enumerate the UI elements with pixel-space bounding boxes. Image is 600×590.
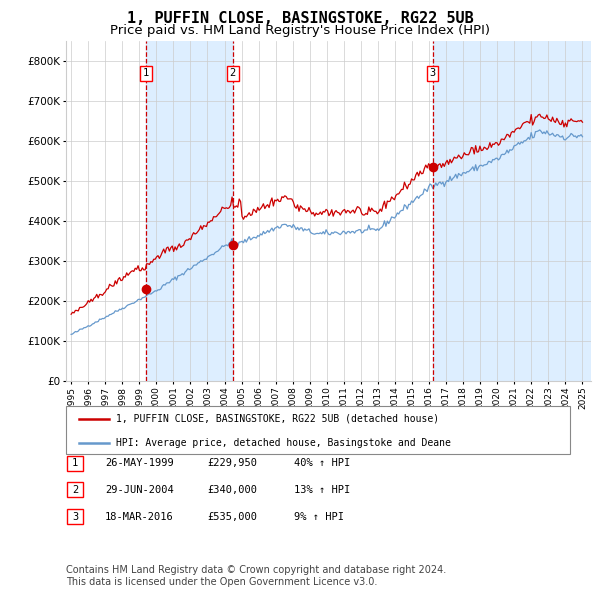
Text: 29-JUN-2004: 29-JUN-2004 <box>105 485 174 494</box>
Text: 18-MAR-2016: 18-MAR-2016 <box>105 512 174 522</box>
Text: 2: 2 <box>230 68 236 78</box>
Text: 3: 3 <box>72 512 78 522</box>
Text: HPI: Average price, detached house, Basingstoke and Deane: HPI: Average price, detached house, Basi… <box>116 438 451 448</box>
Text: £340,000: £340,000 <box>207 485 257 494</box>
FancyBboxPatch shape <box>67 509 83 525</box>
Text: Contains HM Land Registry data © Crown copyright and database right 2024.
This d: Contains HM Land Registry data © Crown c… <box>66 565 446 587</box>
Text: £535,000: £535,000 <box>207 512 257 522</box>
Text: 1, PUFFIN CLOSE, BASINGSTOKE, RG22 5UB (detached house): 1, PUFFIN CLOSE, BASINGSTOKE, RG22 5UB (… <box>116 414 440 424</box>
Bar <box>146 41 233 381</box>
Text: £229,950: £229,950 <box>207 458 257 468</box>
Text: 2: 2 <box>72 485 78 494</box>
FancyBboxPatch shape <box>67 455 83 471</box>
FancyBboxPatch shape <box>67 482 83 497</box>
Text: 13% ↑ HPI: 13% ↑ HPI <box>294 485 350 494</box>
FancyBboxPatch shape <box>66 406 570 454</box>
Bar <box>433 41 591 381</box>
Text: 9% ↑ HPI: 9% ↑ HPI <box>294 512 344 522</box>
Text: 3: 3 <box>430 68 436 78</box>
Text: 1: 1 <box>72 458 78 468</box>
Text: Price paid vs. HM Land Registry's House Price Index (HPI): Price paid vs. HM Land Registry's House … <box>110 24 490 37</box>
Text: 1: 1 <box>143 68 149 78</box>
Text: 26-MAY-1999: 26-MAY-1999 <box>105 458 174 468</box>
Text: 1, PUFFIN CLOSE, BASINGSTOKE, RG22 5UB: 1, PUFFIN CLOSE, BASINGSTOKE, RG22 5UB <box>127 11 473 25</box>
Text: 40% ↑ HPI: 40% ↑ HPI <box>294 458 350 468</box>
